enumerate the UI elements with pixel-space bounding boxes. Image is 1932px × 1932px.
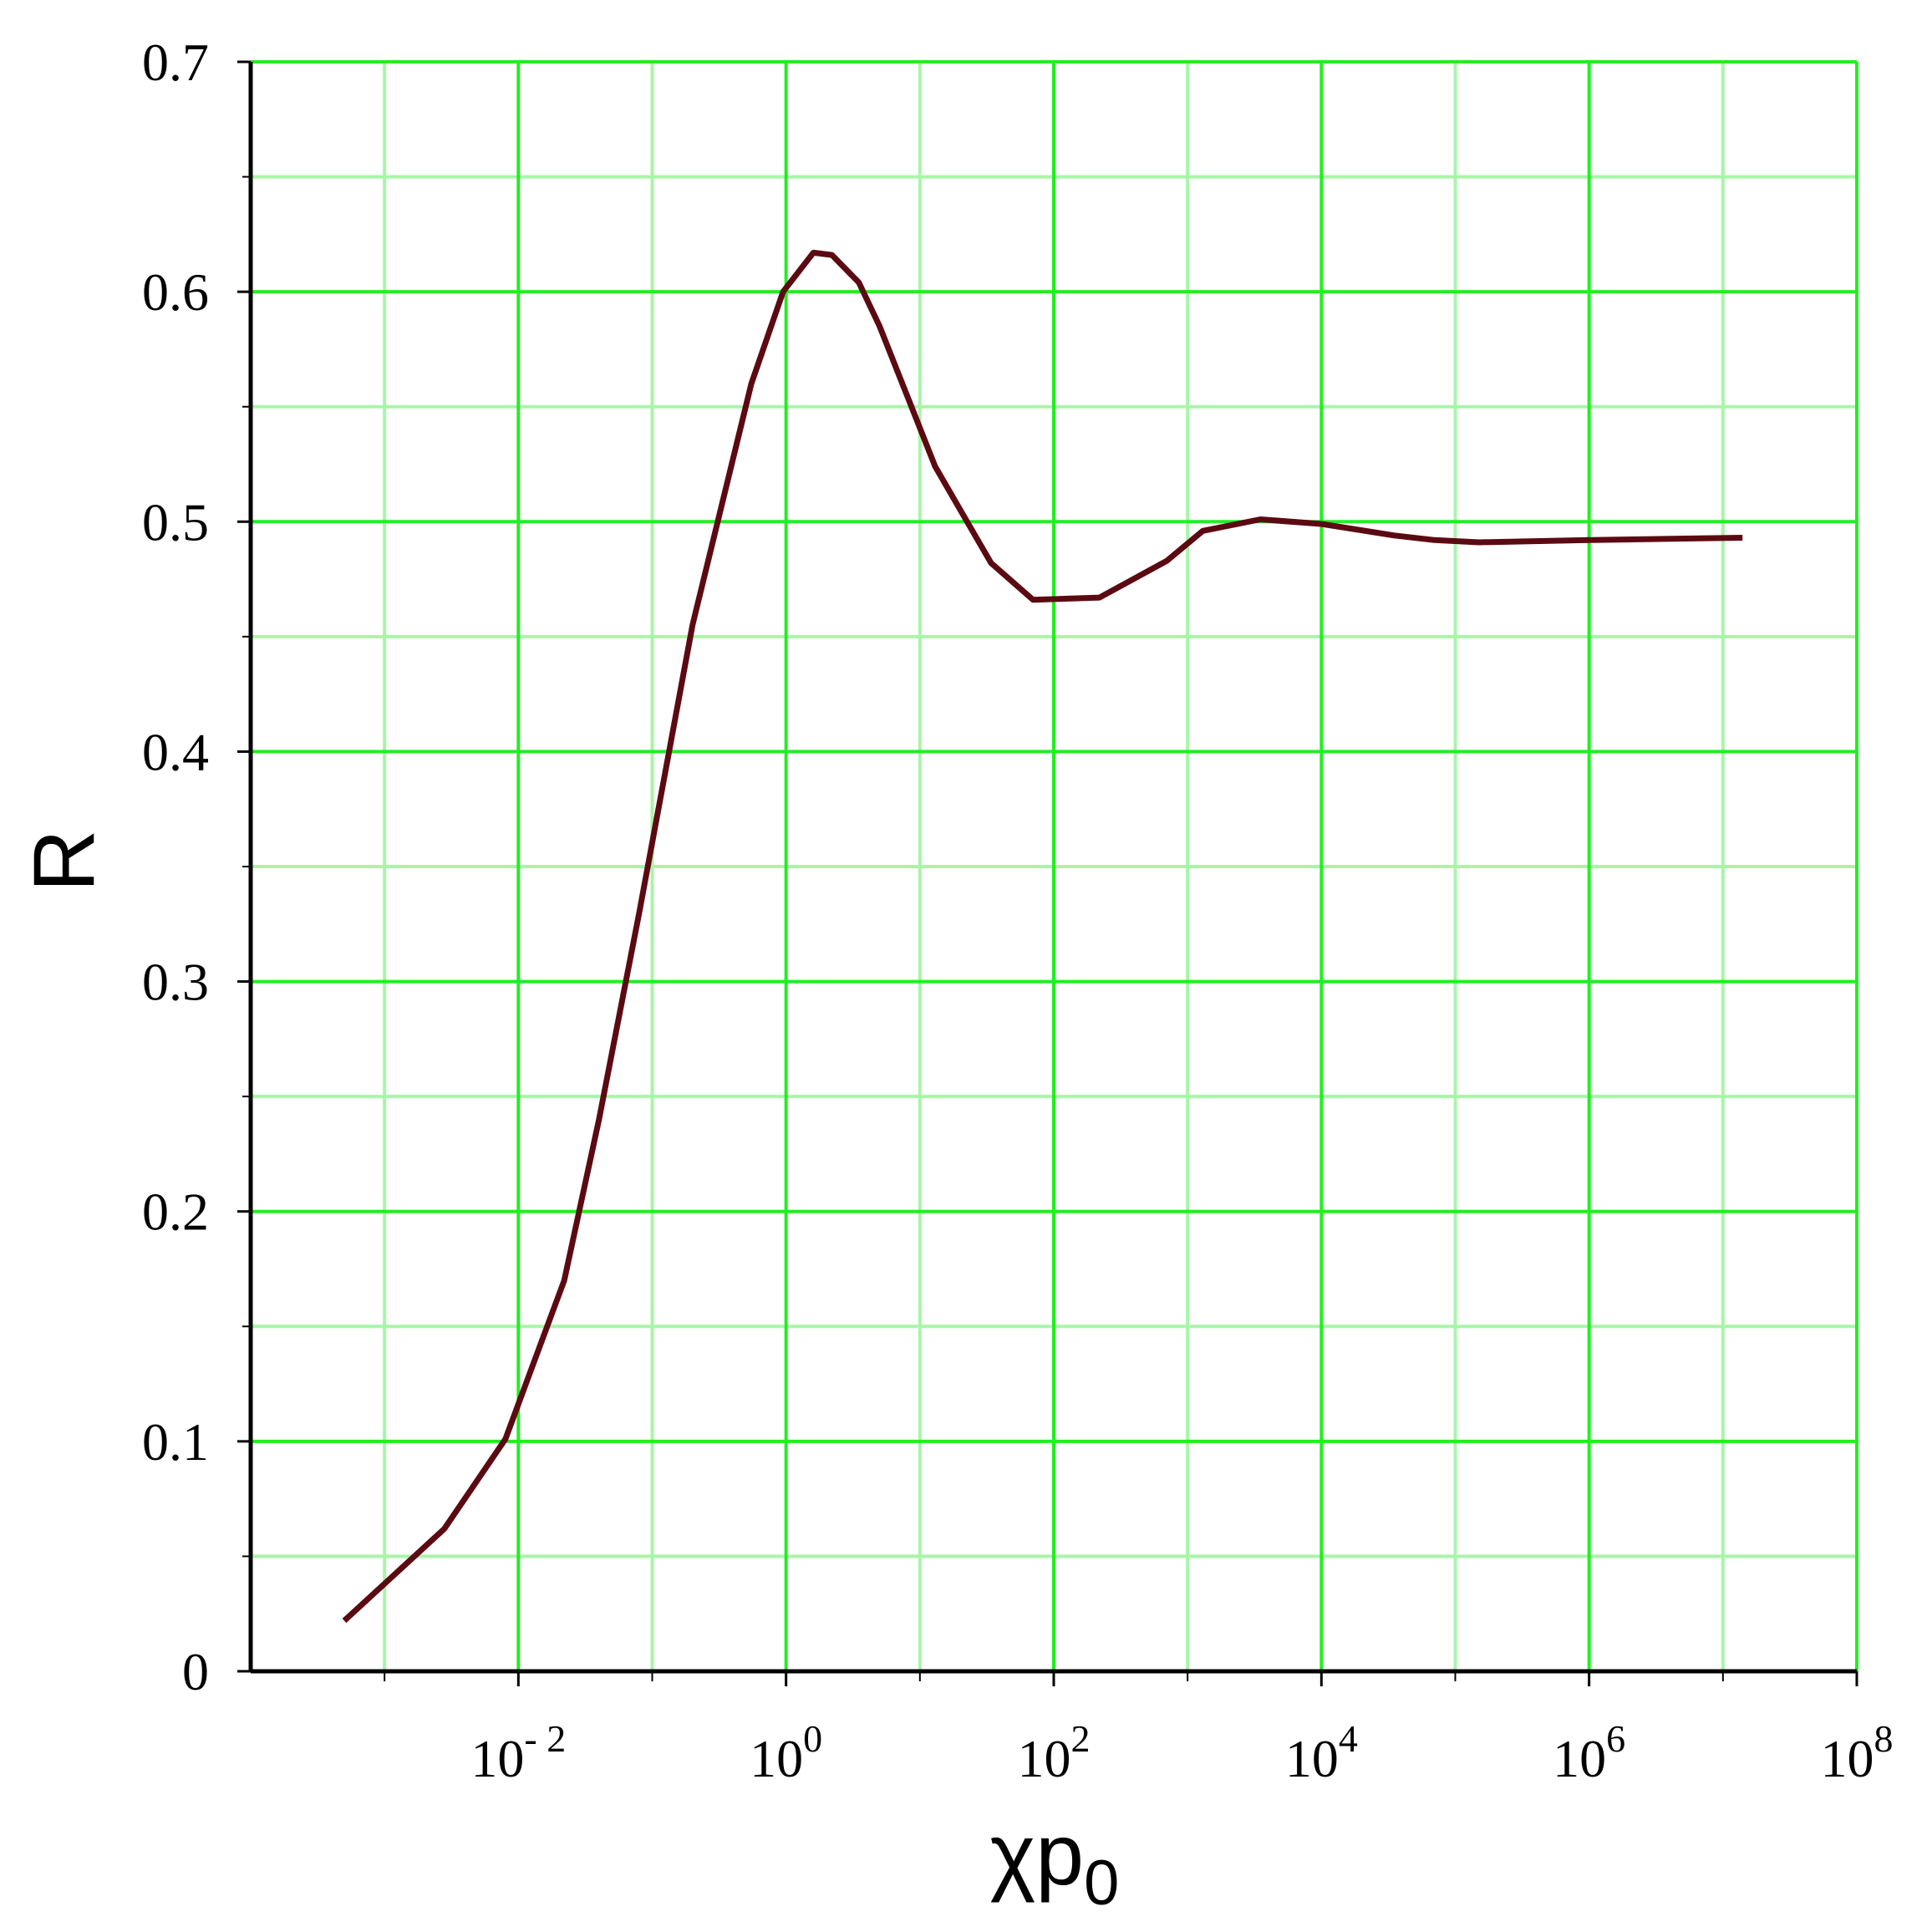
x-tick-label: 10- 2 — [470, 1717, 566, 1788]
y-tick-label: 0.3 — [142, 953, 209, 1012]
y-tick-labels: 0 0.1 0.2 0.3 0.4 0.5 0.6 0.7 — [142, 33, 209, 1701]
x-axis-label-main: χp — [990, 1807, 1084, 1904]
y-tick-label: 0.6 — [142, 262, 209, 322]
series-line-1 — [342, 249, 1743, 1624]
x-tick-label: 106 — [1553, 1717, 1625, 1788]
y-tick-label: 0.2 — [142, 1182, 209, 1242]
y-tick-label: 0.4 — [142, 722, 209, 781]
x-tick-label: 104 — [1285, 1717, 1358, 1788]
x-tick-label: 102 — [1018, 1717, 1091, 1788]
y-axis-label: R — [16, 829, 113, 892]
y-tick-label: 0.7 — [142, 33, 209, 92]
x-tick-label: 108 — [1821, 1717, 1894, 1788]
x-tick-label: 100 — [750, 1717, 822, 1788]
x-axis-label-subscript: 0 — [1084, 1848, 1119, 1919]
tick-marks — [237, 60, 1858, 1686]
y-tick-label: 0 — [182, 1642, 209, 1701]
series — [342, 249, 1743, 1624]
x-tick-labels: 10- 2 100 102 104 106 108 — [470, 1717, 1893, 1788]
y-tick-label: 0.5 — [142, 492, 209, 552]
y-tick-label: 0.1 — [142, 1412, 209, 1472]
x-axis-label: χp0 — [990, 1807, 1120, 1919]
